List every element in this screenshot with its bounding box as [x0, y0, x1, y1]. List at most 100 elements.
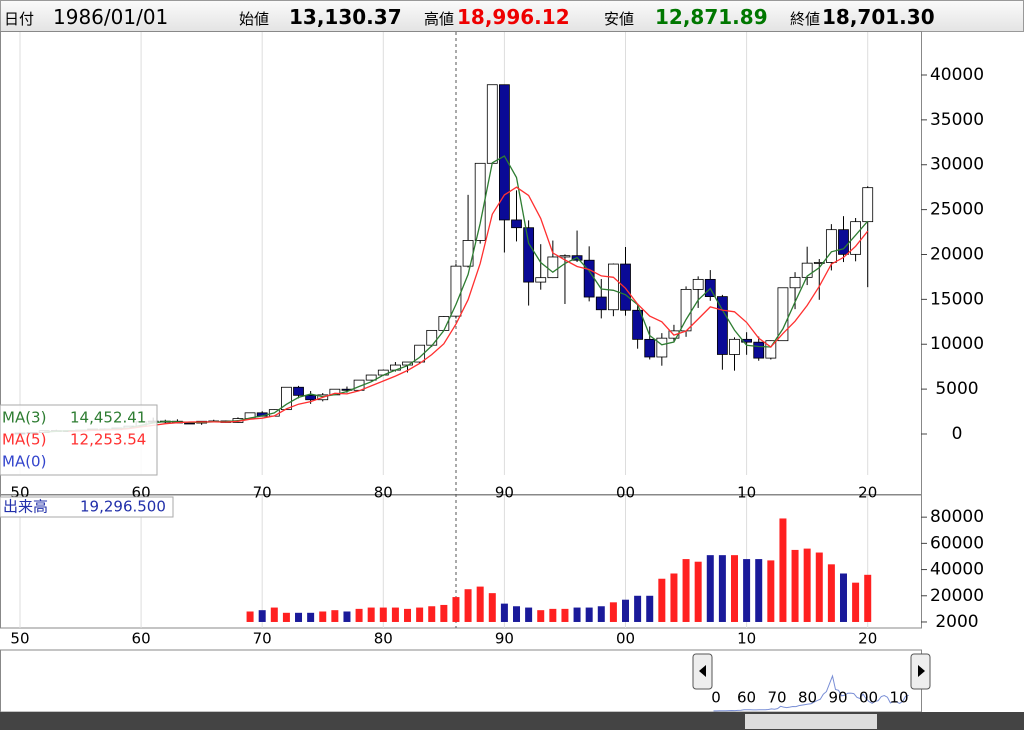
candle-body: [692, 278, 704, 290]
legend-value: 14,452.41: [70, 409, 146, 427]
nav-label: 00: [859, 689, 878, 707]
nav-label: 0: [711, 689, 721, 707]
volume-bar: [319, 611, 327, 622]
candle-body: [474, 162, 486, 241]
candle-body: [305, 394, 317, 401]
x-tick-label: 20: [858, 484, 877, 502]
candle-body: [607, 263, 619, 311]
candle-body: [753, 341, 765, 359]
volume-bar: [307, 612, 315, 622]
value: 13,130.37: [289, 5, 402, 29]
volume-bar: [791, 549, 799, 622]
label: 日付: [4, 10, 35, 28]
candle-body: [656, 337, 668, 358]
label: 終値: [790, 10, 821, 28]
volume-bar: [694, 561, 702, 622]
volume-bar: [718, 555, 726, 622]
candle-body: [838, 229, 849, 255]
legend-name: 出来高: [3, 498, 48, 516]
volume-bar: [331, 610, 339, 622]
volume-bar: [658, 578, 666, 622]
x-tick-label: 90: [495, 630, 514, 648]
legend-name: MA(3): [2, 409, 46, 427]
volume-bar: [864, 574, 872, 622]
volume-bar: [355, 608, 363, 622]
volume-bar: [827, 564, 835, 622]
candle-body: [486, 84, 498, 164]
candle-body: [547, 256, 559, 279]
volume-bar: [634, 595, 642, 622]
volume-bar: [464, 589, 472, 622]
nav-label: 90: [828, 689, 847, 707]
navigator[interactable]: [0, 649, 922, 713]
x-tick-label: 80: [374, 484, 393, 502]
candle-body: [499, 84, 510, 221]
legend-box: [0, 404, 158, 476]
y-tick-label: 2000: [935, 612, 978, 632]
nav-label: 70: [767, 689, 786, 707]
candle-body: [777, 287, 789, 342]
y-tick-label: 60000: [930, 533, 984, 553]
scroll-thumb[interactable]: [745, 714, 877, 729]
ma-line: [68, 186, 869, 433]
y-tick-label: 15000: [930, 289, 984, 309]
candle-body: [729, 338, 740, 355]
value: 18,996.12: [457, 5, 570, 29]
candle-body: [559, 255, 571, 258]
x-tick-label: 70: [253, 630, 272, 648]
x-tick-label: 50: [10, 630, 29, 648]
candle-body: [801, 262, 813, 278]
y-tick-label: 5000: [935, 379, 978, 399]
x-tick-label: 20: [858, 630, 877, 648]
label: 始値: [239, 10, 270, 28]
y-tick-label: 10000: [930, 334, 984, 354]
value: 18,701.30: [822, 5, 935, 29]
legend-value: 19,296.500: [80, 498, 166, 516]
candle-body: [426, 329, 438, 346]
candle-body: [850, 221, 862, 255]
volume-bar: [706, 555, 714, 622]
volume-bar: [476, 586, 484, 622]
candle-body: [765, 340, 777, 359]
volume-bar: [525, 607, 533, 622]
label: 安値: [604, 10, 635, 28]
volume-bar: [609, 602, 617, 622]
volume-bar: [585, 607, 593, 622]
volume-bar: [767, 560, 775, 622]
arrow: [699, 665, 706, 677]
candle-body: [293, 386, 304, 396]
x-tick-label: 60: [132, 630, 151, 648]
x-tick-label: 70: [253, 484, 272, 502]
volume-bar: [488, 593, 496, 622]
candle-body: [523, 227, 535, 283]
y-tick-label: 35000: [930, 110, 984, 130]
chart: 50 60 70 80 90 00 10 20050001000015000200002500…: [0, 31, 1024, 730]
x-tick-label: 00: [616, 630, 635, 648]
candle-body: [535, 277, 547, 283]
y-tick-label: 25000: [930, 200, 984, 220]
y-tick-label: 20000: [930, 244, 984, 264]
arrow: [918, 665, 925, 677]
candle-body: [583, 259, 595, 298]
y-tick-label: 0: [952, 424, 963, 444]
volume-bar: [343, 611, 351, 622]
legend-name: MA(5): [2, 431, 46, 449]
candle-body: [862, 187, 874, 223]
y-tick-label: 30000: [930, 155, 984, 175]
volume-bar: [246, 611, 254, 622]
candle-body: [620, 263, 631, 311]
x-tick-label: 00: [616, 484, 635, 502]
candle-body: [595, 296, 607, 311]
x-tick-label: 90: [495, 484, 514, 502]
volume-bar: [428, 606, 436, 622]
volume-bar: [730, 555, 738, 622]
volume-bar: [779, 518, 787, 622]
volume-bar: [367, 607, 375, 622]
candle-body: [184, 422, 195, 425]
volume-bar: [646, 595, 654, 622]
candle-body: [813, 262, 825, 264]
label: 高値: [424, 10, 455, 28]
candle-body: [680, 288, 692, 332]
candle-body: [450, 265, 462, 317]
